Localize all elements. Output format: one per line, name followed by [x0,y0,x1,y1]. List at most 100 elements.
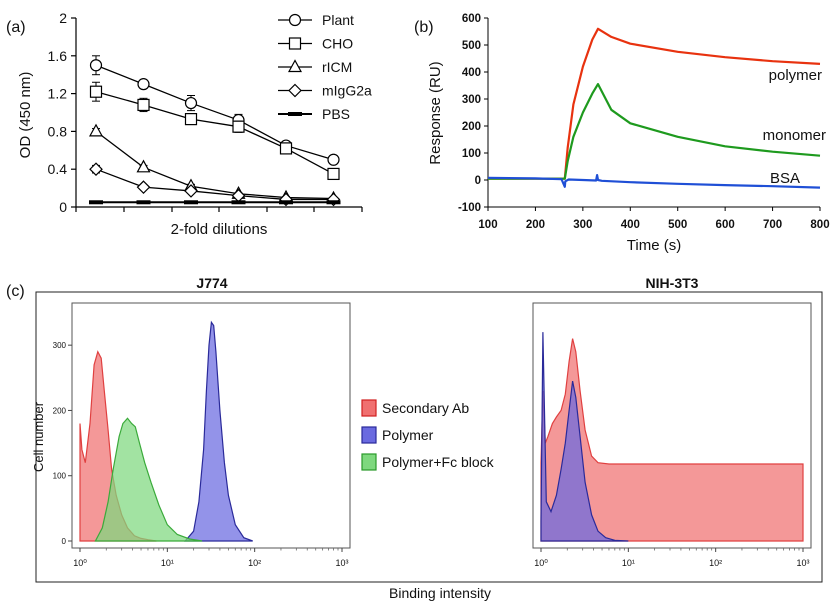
chart-b-y-tick-label: 600 [462,13,481,25]
chart-a-y-tick-label: 0.4 [48,161,68,177]
chart-c-x-tick-label: 10³ [335,558,348,568]
chart-a-series-plant-point [184,96,198,110]
chart-a-series-migg2a [89,162,341,207]
chart-c-x-tick-label: 10² [709,558,722,568]
chart-b-y-tick-label: 100 [462,148,481,160]
chart-c-legend-swatch-secondary-ab [361,399,377,417]
chart-c-x-tick-label: 10¹ [622,558,635,568]
chart-b-y-tick-label: -100 [458,202,481,214]
chart-a-series-pbs-point [89,200,103,205]
chart-b-series-bsa-label: BSA [770,170,800,187]
chart-c-nih3t3: NIH-3T3 10⁰ 10¹ 10² 10³ [532,275,812,568]
chart-b-y-tick-label: 0 [475,175,481,187]
chart-a-series-pbs-point [326,200,341,205]
chart-a-legend-cho-label: CHO [322,36,353,52]
chart-a: OD (450 nm) 2-fold dilutions 0 0.4 0.8 1.2 1… [17,10,372,238]
chart-a-legend-migg2a-label: mIgG2a [322,83,372,99]
panel-label-b: (b) [414,19,434,36]
chart-c-x-tick-label: 10² [248,558,261,568]
chart-b-x-tick-label: 400 [621,219,640,231]
chart-c-legend-label-secondary-ab: Secondary Ab [382,400,469,416]
chart-c-x-tick-label: 10¹ [161,558,174,568]
chart-c-y-tick-label: 200 [53,406,67,415]
chart-a-series-pbs-point [231,200,246,205]
chart-b-y-tick-label: 500 [462,40,481,52]
chart-a-y-tick-label: 1.2 [48,86,68,102]
panel-label-c: (c) [6,283,25,300]
chart-c-nih3t3-title: NIH-3T3 [646,275,699,291]
chart-b-series-bsa-line [487,174,821,189]
chart-b-x-tick-label: 100 [478,219,497,231]
chart-a-legend-pbs-label: PBS [322,106,350,122]
chart-a-series-cho-point [184,113,198,126]
chart-a-legend-cho-point [288,37,302,50]
chart-a-series-plant-point [89,59,103,72]
chart-c-x-tick-label: 10³ [796,558,809,568]
chart-a-series-cho [89,81,340,181]
chart-c-nih3t3-series-polymer-area [540,332,629,542]
chart-c-x-label: Binding intensity [389,585,491,601]
chart-c-y-tick-label: 300 [53,341,67,350]
chart-c-nih3t3-series-secondary-ab-area [540,338,804,542]
chart-c-legend-label-polymer-fc-block: Polymer+Fc block [382,454,495,470]
chart-a-legend-pbs-point [288,112,302,116]
chart-b: Response (RU) Time (s) -100 0 100 200 300 400… [427,13,830,254]
chart-a-series-cho-point [327,167,340,181]
chart-a-y-label: OD (450 nm) [17,72,34,159]
chart-a-series-ricm-point [88,123,104,137]
chart-b-y-tick-label: 300 [462,94,481,106]
chart-b-series-polymer-line [488,27,821,180]
chart-c-legend-label-polymer: Polymer [382,427,434,443]
chart-b-series-polymer-label: polymer [769,67,822,84]
chart-a-series-cho-point [232,120,245,133]
chart-c-j774-frame [71,302,351,549]
chart-a-series-ricm-point [136,159,151,173]
chart-c-legend-swatch-polymer-fc-block [361,453,377,471]
chart-a-series-plant-point [327,153,340,166]
chart-b-y-label: Response (RU) [427,61,444,164]
chart-a-y-tick-label: 0.8 [48,123,68,139]
chart-b-x-tick-label: 200 [526,219,545,231]
chart-a-legend-plant-label: Plant [322,12,354,28]
chart-c-j774: J774 0 100 200 300 10⁰ 10¹ 10² 10³ [53,275,351,568]
chart-a-series-cho-point [89,85,103,98]
chart-a-y-tick-label: 0 [59,199,67,215]
chart-a-series-plant-line [95,64,334,161]
chart-b-y-tick-label: 400 [462,67,481,79]
chart-b-x-label: Time (s) [627,237,681,254]
chart-c-j774-title: J774 [196,275,227,291]
chart-c-legend: Secondary Ab Polymer Polymer+Fc block [361,399,495,471]
chart-a-legend-ricm-point [287,59,303,73]
chart-a-series-migg2a-point [184,184,198,198]
chart-a-series-cho-point [279,142,293,155]
chart-a-series-plant-point [137,78,150,91]
chart-a-series-pbs [89,200,341,205]
chart-a-series-migg2a-point [89,162,103,177]
chart-b-x-tick-label: 600 [716,219,735,231]
panel-c-frame [35,291,823,583]
chart-c-y-tick-label: 100 [53,472,67,481]
chart-a-series-cho-point [137,98,150,112]
chart-a-series-pbs-point [136,200,151,205]
chart-a-x-label: 2-fold dilutions [171,221,268,238]
chart-b-series-monomer-label: monomer [763,127,826,144]
chart-a-legend-ricm-label: rICM [322,59,352,75]
chart-c-y-label: Cell number [31,401,46,472]
chart-a-series-pbs-point [184,200,198,205]
chart-b-x-tick-label: 500 [668,219,687,231]
chart-c-j774-series-polymer-fc-block-area [94,417,203,542]
chart-b-x-tick-label: 700 [763,219,782,231]
chart-b-x-tick-label: 300 [573,219,592,231]
chart-a-series-ricm-line [95,130,334,200]
chart-c-x-tick-label: 10⁰ [534,558,548,568]
chart-b-y-tick-label: 200 [462,121,481,133]
chart-a-series-migg2a-point [231,188,246,203]
chart-a-series-plant [89,55,340,166]
chart-a-y-tick-label: 2 [59,10,67,26]
chart-a-series-migg2a-point [136,180,151,195]
chart-b-series-monomer-line [488,82,821,180]
chart-a-series-cho-line [95,91,334,175]
chart-a-legend-migg2a-point [288,83,302,98]
chart-a-series-ricm [88,123,341,204]
